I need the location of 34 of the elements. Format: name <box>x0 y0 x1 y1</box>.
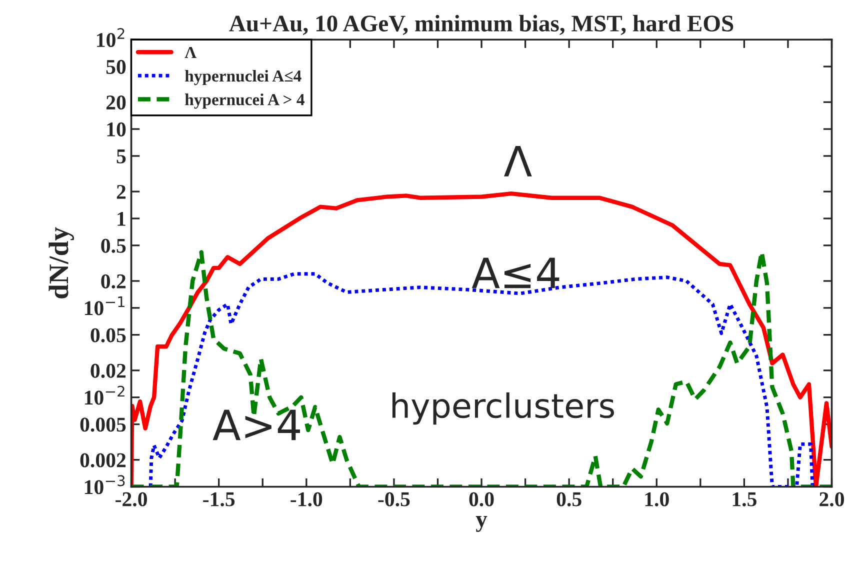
x-tick-label: -0.5 <box>378 492 410 506</box>
x-tick-label: 0.5 <box>556 492 582 506</box>
x-tick-label: 1.0 <box>645 492 669 506</box>
x-tick-label: -2.0 <box>116 492 147 506</box>
chart-title: Au+Au, 10 AGeV, minimum bias, MST, hard EOS <box>229 14 734 35</box>
x-axis-title: y <box>476 516 488 532</box>
y-tick-label: 0.05 <box>90 328 126 342</box>
y-tick-label: 10 <box>107 122 126 136</box>
annotation: A>4 <box>212 410 300 440</box>
x-tick-label: 2.0 <box>820 492 844 506</box>
y-tick-label: 2 <box>116 184 126 199</box>
annotation: hyperclusters <box>392 392 614 425</box>
y-tick-label: 20 <box>106 96 126 110</box>
y-tick-label: 50 <box>106 60 126 74</box>
y-tick-label: 0.005 <box>80 418 126 432</box>
legend-label: hypernuclei A≤4 <box>185 70 302 86</box>
y-tick-label: 0.5 <box>101 238 126 253</box>
legend-label: Λ <box>184 46 196 58</box>
annotation: A≤4 <box>472 258 560 288</box>
y-tick-label: 5 <box>116 150 126 164</box>
y-tick-label: 0.2 <box>101 274 126 289</box>
x-tick-label: -1.5 <box>203 492 235 506</box>
legend-label: hypernucei A > 4 <box>185 94 304 109</box>
y-tick-label: 1 <box>118 212 126 226</box>
y-tick-label: 0.002 <box>80 453 126 468</box>
x-tick-label: 1.5 <box>732 492 756 506</box>
y-tick-label: 10$^{−2}$ <box>84 386 124 405</box>
x-tick-label: 0.0 <box>469 492 494 506</box>
y-tick-label: 0.02 <box>90 364 126 378</box>
x-tick-label: -1.0 <box>290 492 322 506</box>
annotation: Λ <box>504 146 532 176</box>
y-axis-title: dN/dy <box>48 227 74 298</box>
y-tick-label: 10$^{2}$ <box>97 28 124 48</box>
y-tick-label: 10$^{−1}$ <box>84 296 124 316</box>
